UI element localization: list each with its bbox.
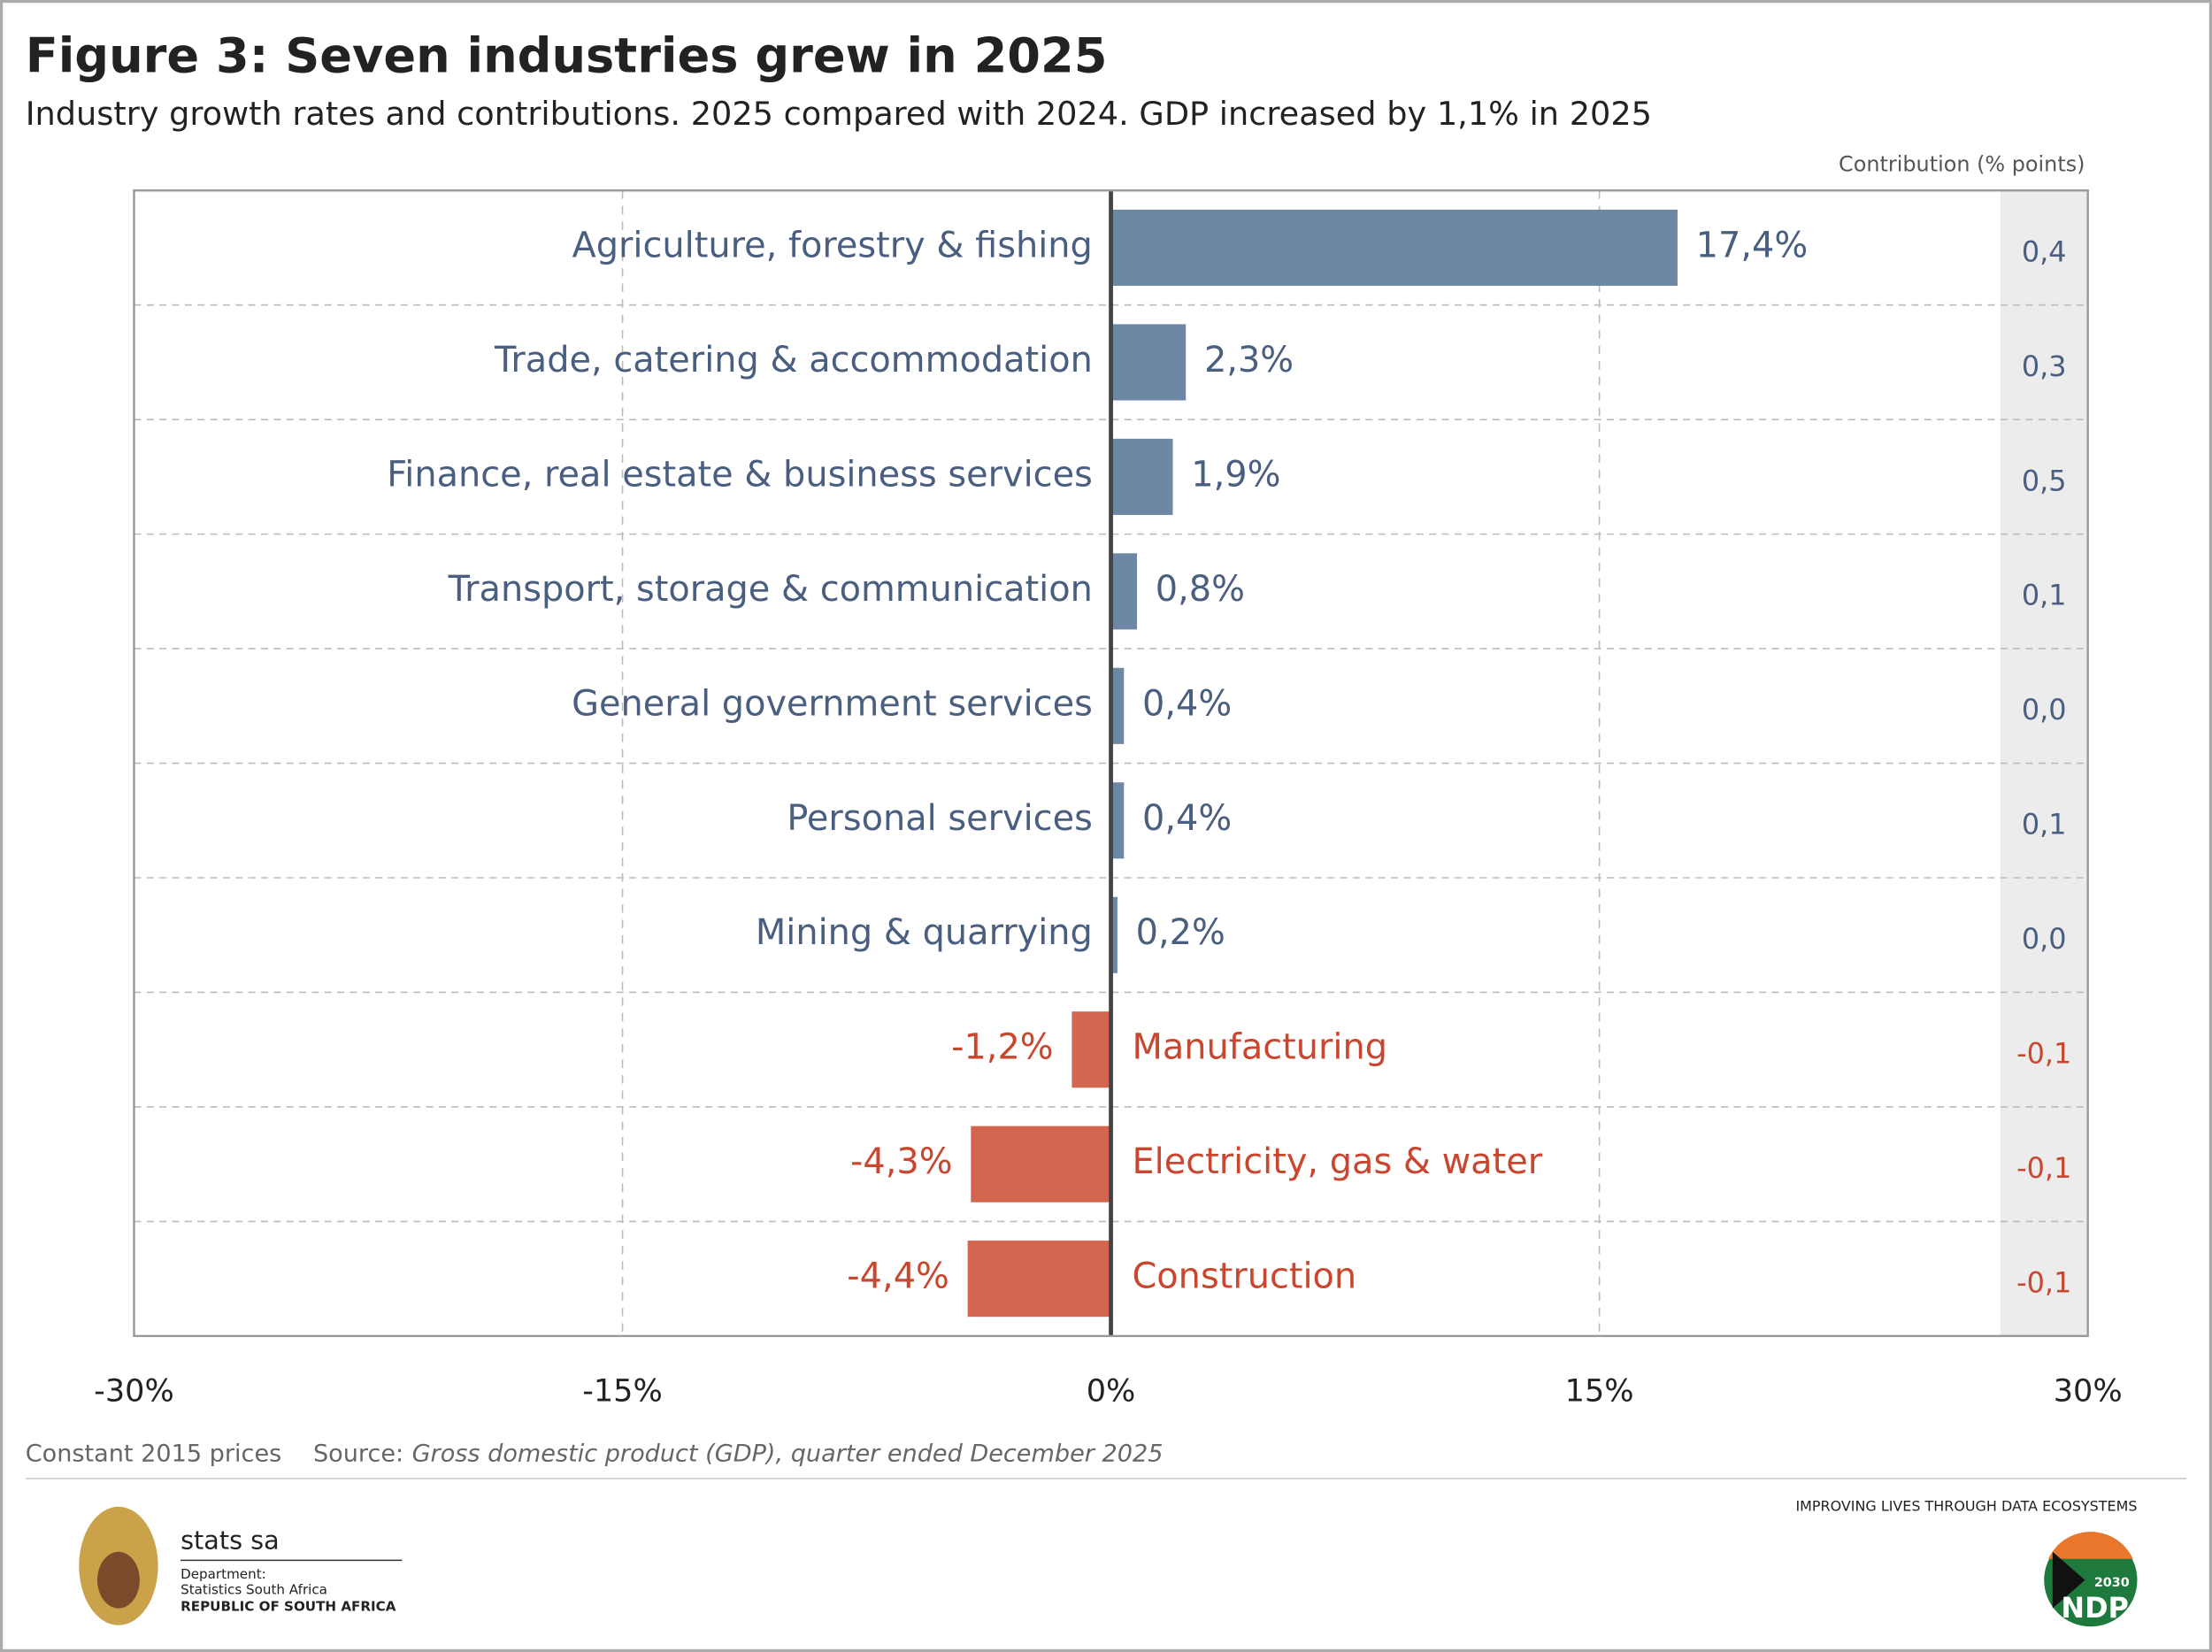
source-label: Source: (313, 1440, 403, 1467)
badge-year: 2030 (2094, 1576, 2130, 1590)
value-label: 0,4% (1142, 798, 1232, 839)
x-tick-label: -15% (582, 1373, 663, 1410)
chart-title: Figure 3: Seven industries grew in 2025 (26, 28, 1108, 84)
dept: Department: (180, 1566, 266, 1582)
x-tick-label: -30% (94, 1373, 174, 1410)
contribution-label: 0,1 (2022, 579, 2067, 612)
x-tick-label: 30% (2054, 1373, 2123, 1410)
bar (1110, 782, 1125, 859)
value-label: 0,2% (1136, 912, 1225, 953)
emblem-shield (97, 1551, 140, 1609)
badge-top (2048, 1532, 2133, 1559)
country: REPUBLIC OF SOUTH AFRICA (180, 1598, 396, 1614)
contribution-label: 0,4 (2022, 234, 2067, 268)
bar (1110, 667, 1125, 744)
badge-chevron (2052, 1551, 2085, 1609)
category-label: Manufacturing (1132, 1027, 1387, 1068)
bar (1110, 553, 1138, 630)
category-label: Construction (1132, 1256, 1356, 1297)
chart-subtitle: Industry growth rates and contributions.… (26, 95, 1652, 133)
contribution-label: 0,0 (2022, 693, 2067, 726)
bar (971, 1126, 1111, 1203)
category-label: Electricity, gas & water (1132, 1141, 1542, 1182)
org-name: stats sa (180, 1525, 280, 1556)
contribution-label: 0,5 (2022, 464, 2067, 497)
value-label: -4,3% (850, 1141, 953, 1182)
category-label: Mining & quarrying (756, 912, 1093, 953)
plot: -30% -15% 0% 15% 30% Agriculture, forestry & … (94, 190, 2123, 1410)
bar (1110, 324, 1187, 401)
bar (1110, 209, 1678, 287)
category-label: Personal services (787, 798, 1093, 839)
value-label: 0,4% (1142, 683, 1232, 724)
value-label: 2,3% (1204, 340, 1294, 380)
bar (1071, 1011, 1111, 1088)
dept-name: Statistics South Africa (180, 1581, 327, 1597)
note: Constant 2015 prices (26, 1440, 282, 1467)
value-label: 1,9% (1191, 454, 1280, 495)
ndp-badge: 2030 NDP (2044, 1532, 2138, 1627)
contribution-label: -0,1 (2016, 1266, 2071, 1300)
contribution-label: -0,1 (2016, 1151, 2071, 1185)
bar (1110, 438, 1173, 515)
category-label: Transport, storage & communication (448, 569, 1093, 610)
category-label: Agriculture, forestry & fishing (572, 225, 1093, 265)
source: Gross domestic product (GDP), quarter en… (412, 1440, 1164, 1467)
value-label: -1,2% (951, 1027, 1054, 1068)
tagline: IMPROVING LIVES THROUGH DATA ECOSYSTEMS (1795, 1497, 2137, 1514)
contribution-header: Contribution (% points) (1839, 152, 2085, 177)
value-label: -4,4% (847, 1256, 949, 1297)
contribution-label: 0,1 (2022, 808, 2067, 841)
contribution-label: 0,0 (2022, 922, 2067, 956)
coat-of-arms (79, 1506, 158, 1625)
badge-text: NDP (2061, 1591, 2129, 1625)
x-tick-label: 15% (1565, 1373, 1634, 1410)
bar (1110, 896, 1118, 973)
x-tick-label: 0% (1087, 1373, 1136, 1410)
category-label: Trade, catering & accommodation (494, 340, 1093, 380)
contribution-label: -0,1 (2016, 1037, 2071, 1071)
value-label: 17,4% (1696, 225, 1809, 265)
category-label: Finance, real estate & business services (387, 454, 1093, 495)
contribution-label: 0,3 (2022, 350, 2067, 383)
bar (967, 1241, 1111, 1318)
value-label: 0,8% (1156, 569, 1245, 610)
plot-frame (133, 189, 2089, 1338)
category-label: General government services (572, 683, 1093, 724)
